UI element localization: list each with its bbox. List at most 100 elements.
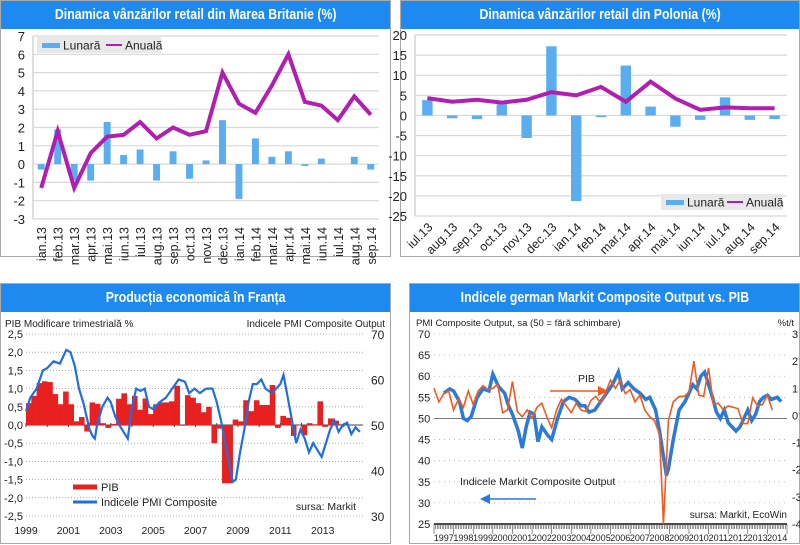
y-tick-label: -5 (395, 129, 407, 144)
bar-pib (121, 393, 127, 425)
pl-retail-chart: -25-20-15-10-505101520iul.13aug.13sep.13… (401, 1, 800, 258)
bar-lunara (367, 164, 374, 169)
bar-pib (90, 402, 96, 425)
y-tick-label: -1 (13, 175, 25, 190)
left-axis-label: PIB Modificare trimestrială % (5, 319, 133, 330)
bar-lunara (87, 164, 94, 180)
bar-pib (47, 382, 53, 425)
bar-pib (312, 424, 318, 425)
y-left-tick-label: 30 (418, 498, 430, 510)
bar-pib (42, 381, 48, 425)
bar-pib (148, 414, 154, 425)
y-tick-label: 3 (18, 102, 25, 117)
bar-lunara (318, 159, 325, 164)
bar-lunara (38, 164, 45, 169)
bar-lunara (422, 100, 432, 115)
y-tick-label: -25 (388, 209, 407, 224)
x-tick-label: iun.14 (315, 227, 329, 261)
x-tick-label: sep.14 (365, 227, 379, 265)
y-right-tick-label: -2 (792, 465, 800, 477)
y-left-tick-label: 40 (418, 456, 430, 468)
uk-retail-chart-panel: Dinamica vânzărilor retail din Marea Bri… (0, 0, 391, 257)
legend-label-pmi: Indicele PMI Composite (101, 497, 217, 509)
y-left-tick-label: 50 (418, 413, 430, 425)
x-tick-label: 1999 (14, 525, 38, 537)
legend-label-pib: PIB (101, 482, 119, 494)
y-right-tick-label: -1 (792, 438, 800, 450)
y-right-tick-label: 60 (371, 374, 385, 388)
bar-pib (196, 403, 202, 425)
bar-pib (307, 423, 313, 425)
y-tick-label: 10 (393, 68, 407, 83)
bar-pib (264, 405, 270, 425)
bar-lunara (745, 115, 755, 119)
bar-pib (105, 425, 111, 428)
x-tick-label: mai.13 (101, 227, 115, 265)
y-tick-label: 5 (400, 88, 407, 103)
y-left-tick-label: 2,0 (8, 347, 23, 359)
x-tick-label: oct.13 (184, 227, 198, 261)
y-tick-label: 15 (393, 48, 407, 63)
right-axis-label: %t/t (778, 318, 795, 329)
x-tick-label: apr.14 (282, 227, 296, 262)
y-left-tick-label: 1,5 (8, 365, 23, 377)
x-tick-label: 2005 (591, 533, 611, 543)
y-right-tick-label: 30 (371, 510, 385, 524)
y-tick-label: 6 (18, 47, 25, 62)
y-left-tick-label: 60 (418, 371, 430, 383)
x-tick-label: 2006 (610, 533, 630, 543)
bar-pib (233, 420, 239, 425)
bar-pib (158, 402, 164, 425)
bar-pib (280, 416, 286, 425)
bar-pib (169, 401, 175, 425)
bar-lunara (621, 66, 631, 116)
x-tick-label: 2011 (709, 533, 728, 543)
source-label: sursa: Markit (296, 501, 356, 513)
bar-pib (137, 410, 143, 425)
bar-lunara (447, 115, 457, 118)
bar-lunara (203, 160, 210, 164)
left-axis-label: PMI Composite Output, sa (50 = fără schi… (416, 318, 621, 329)
bar-pib (206, 407, 212, 425)
bar-lunara (497, 104, 507, 115)
y-tick-label: 4 (18, 84, 25, 99)
y-right-tick-label: 40 (371, 465, 385, 479)
x-tick-label: mai.14 (299, 227, 313, 265)
x-tick-label: 2000 (493, 533, 513, 543)
bar-pib (201, 412, 207, 425)
bar-lunara (472, 115, 482, 119)
source-label: sursa: Markit, EcoWin (690, 510, 787, 521)
bar-pib (58, 404, 64, 425)
legend-swatch-lunara (42, 43, 60, 48)
de-pmi-chart-panel: Indicele german Markit Composite Output … (409, 283, 800, 544)
bar-lunara (235, 164, 242, 199)
y-tick-label: 1 (18, 139, 25, 154)
bar-lunara (521, 115, 531, 138)
x-tick-label: 2007 (630, 533, 650, 543)
bar-lunara (670, 115, 680, 126)
y-right-tick-label: 50 (371, 419, 385, 433)
y-left-tick-label: 0,5 (8, 402, 23, 414)
y-tick-label: -20 (388, 189, 407, 204)
legend-label-lunara: Lunară (63, 39, 101, 53)
x-tick-label: 2010 (689, 533, 709, 543)
y-left-tick-label: -1,0 (4, 456, 23, 468)
bar-pib (111, 424, 117, 425)
bar-pib (31, 396, 37, 425)
x-tick-label: mar.13 (68, 227, 82, 265)
bar-lunara (186, 164, 193, 179)
x-tick-label: 2012 (728, 533, 748, 543)
bar-pib (185, 395, 191, 425)
y-tick-label: -15 (388, 169, 407, 184)
x-tick-label: 2003 (99, 525, 123, 537)
bar-lunara (104, 122, 111, 164)
y-tick-label: 20 (393, 28, 407, 43)
de-pmi-chart: PMI Composite Output, sa (50 = fără schi… (410, 284, 800, 545)
y-right-tick-label: 1 (792, 383, 798, 395)
bar-lunara (170, 151, 177, 164)
bar-lunara (769, 115, 779, 119)
x-tick-label: 2013 (748, 533, 768, 543)
x-tick-label: iul.13 (134, 227, 148, 257)
bar-pib (249, 411, 255, 425)
bar-pib (164, 402, 170, 425)
